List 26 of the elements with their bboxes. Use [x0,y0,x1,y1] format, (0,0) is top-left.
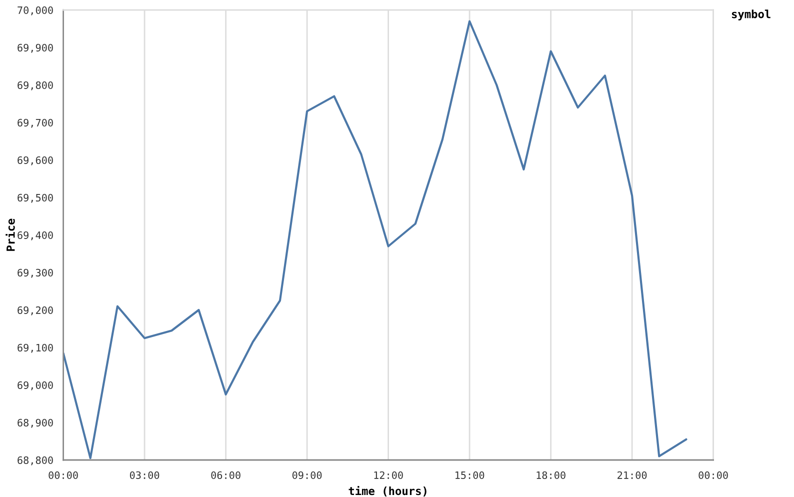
y-tick-label: 69,800 [18,81,53,90]
x-tick-label: 18:00 [536,471,566,480]
x-tick-label: 09:00 [292,471,322,480]
y-tick-label: 70,000 [18,6,53,16]
y-tick-label: 69,600 [18,156,53,166]
x-tick-label: 21:00 [618,471,647,480]
y-tick-label: 69,500 [18,194,53,203]
x-tick-label: 15:00 [456,471,484,480]
line-series [63,20,688,460]
y-tick-label: 69,100 [18,344,53,353]
y-tick-label: 68,900 [18,418,53,428]
y-tick-label: 69,200 [18,306,53,316]
x-tick-label: 00:00 [48,471,78,480]
y-tick-label: 68,800 [18,456,53,466]
x-axis-title: time (hours) [348,486,426,496]
x-tick-label: 00:00 [698,471,728,480]
y-tick-label: 69,700 [18,118,53,128]
y-tick-label: 69,300 [18,268,53,278]
y-tick-label: 69,400 [18,231,53,240]
y-tick-label: 69,900 [18,44,53,53]
y-tick-label: 69,000 [18,381,53,390]
legend-title: symbol [732,10,770,20]
x-tick-label: 06:00 [211,471,240,480]
x-tick-label: 03:00 [130,471,160,480]
x-tick-label: 12:00 [374,471,403,480]
y-axis-title: Price [6,218,15,251]
